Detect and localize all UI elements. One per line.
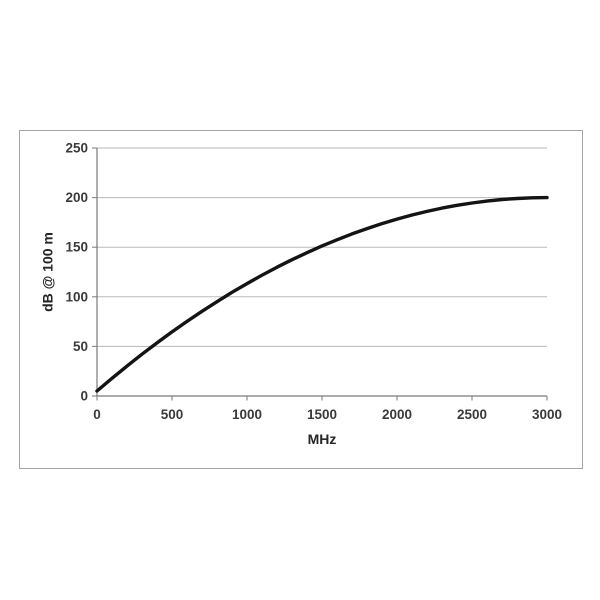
x-tick-label: 2500 (457, 407, 487, 422)
x-tick-label: 1500 (307, 407, 337, 422)
attenuation-curve (95, 195, 549, 393)
x-tick-label: 500 (161, 407, 184, 422)
y-tick-label: 250 (65, 141, 88, 156)
x-tick-label: 3000 (532, 407, 562, 422)
x-tick-label: 1000 (232, 407, 262, 422)
y-tick-label: 50 (73, 339, 88, 354)
x-tick-label: 0 (93, 407, 101, 422)
y-axis-title: dB @ 100 m (40, 232, 56, 312)
y-tick-label: 150 (65, 240, 88, 255)
y-tick-label: 0 (80, 389, 88, 404)
x-axis-title: MHz (308, 431, 337, 447)
x-tick-label: 2000 (382, 407, 412, 422)
y-tick-label: 100 (65, 289, 88, 304)
y-tick-label: 200 (65, 190, 88, 205)
axes (92, 147, 548, 401)
chart-frame (19, 130, 583, 469)
